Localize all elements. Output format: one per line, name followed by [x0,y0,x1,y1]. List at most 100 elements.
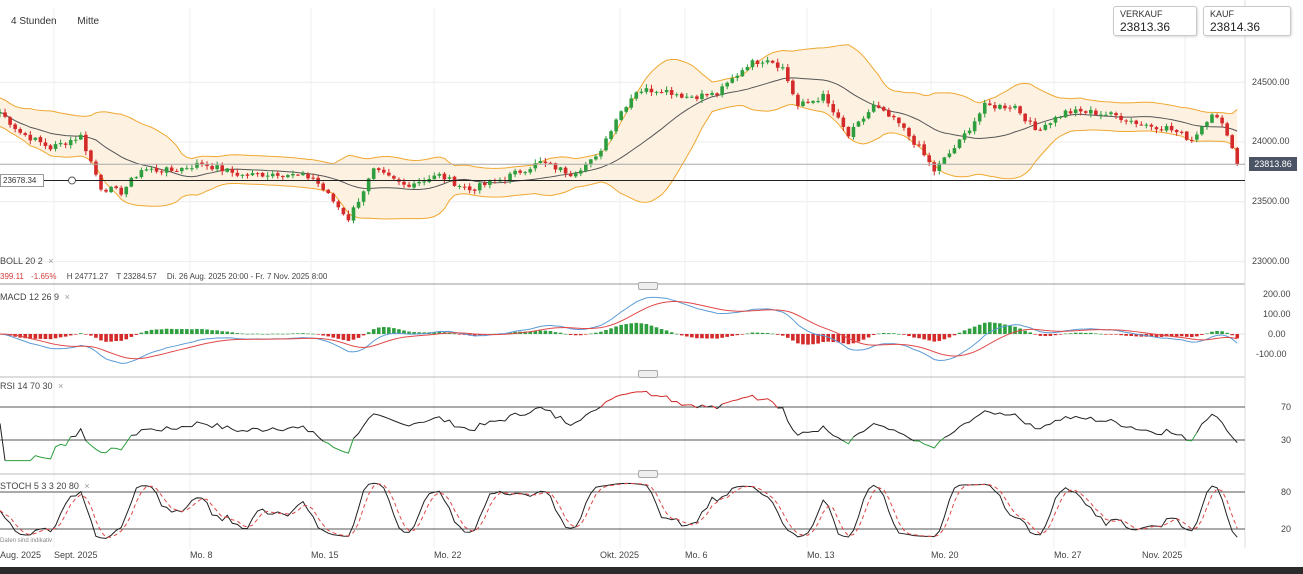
macd-histogram-bar [725,334,729,337]
macd-histogram-bar [180,329,184,334]
buy-quote[interactable]: KAUF 23814.36 [1203,6,1291,36]
candle-body [836,112,841,118]
macd-histogram-bar [1038,334,1043,336]
candle-body [432,175,437,180]
macd-histogram-bar [174,329,179,334]
candle-body [563,167,568,174]
candle-body [548,162,553,164]
candle-body [1154,127,1159,130]
macd-histogram-bar [523,331,527,334]
macd-close-icon[interactable]: × [64,292,70,302]
macd-histogram-bar [94,334,98,338]
candle-body [892,115,896,118]
boll-legend[interactable]: BOLL 20 2 × [0,256,54,266]
macd-histogram-bar [775,334,780,335]
macd-histogram-bar [387,327,391,334]
macd-histogram-bar [659,329,664,334]
panel-resize-handle[interactable] [638,370,658,378]
macd-tick-0: 0.00 [1268,329,1286,339]
candle-body [578,170,583,174]
macd-histogram-bar [553,332,558,334]
macd-tick-100: 100.00 [1263,309,1291,319]
bollinger-middle [0,77,1238,191]
rsi-name: RSI [0,381,16,391]
rsi-line [0,423,6,461]
macd-histogram-bar [846,334,851,345]
x-label: Okt. 2025 [600,550,640,560]
candle-body [821,93,825,101]
macd-histogram-bar [831,334,836,342]
candle-body [1200,126,1204,135]
macd-histogram-bar [437,331,442,334]
stoch-close-icon[interactable]: × [84,481,90,491]
macd-histogram-bar [260,333,265,335]
candle-body [79,134,83,140]
candle-body [1109,112,1113,115]
candle-body [296,174,300,176]
macd-histogram-bar [760,332,765,334]
candle-body [1008,107,1012,109]
macd-histogram-bar [573,334,578,336]
candle-body [3,112,7,117]
candle-body [1124,120,1128,122]
candle-body [912,135,916,145]
macd-histogram-bar [1200,334,1204,335]
rsi-legend[interactable]: RSI 14 70 30 × [0,381,63,391]
macd-histogram-bar [1018,328,1022,334]
stoch-legend[interactable]: STOCH 5 3 3 20 80 × [0,481,96,491]
candle-body [1078,108,1083,112]
macd-histogram-bar [139,332,144,334]
macd-histogram-bar [917,334,921,339]
macd-signal-line [0,300,1238,360]
candle-body [760,62,765,64]
macd-histogram-bar [48,334,53,340]
rsi-line [716,403,723,410]
boll-close-icon[interactable]: × [48,256,54,266]
stoch-tick-80: 80 [1281,487,1292,497]
macd-histogram-bar [1154,334,1159,337]
macd-histogram-bar [412,332,416,334]
candle-body [321,183,325,190]
candle-body [483,182,487,186]
candle-body [614,119,618,132]
panel-resize-handle[interactable] [638,470,658,478]
macd-histogram-bar [922,334,926,340]
candle-body [937,163,942,172]
rsi-close-icon[interactable]: × [58,381,64,391]
timeframe-label[interactable]: 4 Stunden [11,16,57,27]
macd-histogram-bar [33,334,38,339]
price-mode-label[interactable]: Mitte [77,16,100,27]
candle-body [1184,131,1189,140]
candle-body [993,105,997,109]
candle-body [780,67,785,69]
rsi-line [701,404,708,408]
rsi-line [353,406,602,439]
candle-body [129,177,134,187]
macd-histogram-bar [275,333,280,335]
macd-legend[interactable]: MACD 12 26 9 × [0,292,70,302]
macd-histogram-bar [957,332,962,334]
date-range: Di. 26 Aug. 2025 20:00 - Fr. 7 Nov. 2025… [166,272,328,281]
macd-histogram-bar [654,327,659,334]
panel-resize-handle[interactable] [638,282,658,290]
macd-histogram-bar [134,334,139,335]
candle-body [654,91,659,93]
macd-histogram-bar [457,334,462,335]
macd-histogram-bar [346,334,351,341]
macd-histogram-bar [1169,334,1174,337]
horizontal-line-tag[interactable]: 23678.34 [0,174,44,187]
candle-body [1174,130,1179,133]
sell-quote[interactable]: VERKAUF 23813.36 [1113,6,1197,36]
macd-histogram-bar [144,331,149,334]
macd-histogram-bar [765,333,770,334]
candle-body [48,145,53,150]
macd-histogram-bar [664,330,669,334]
macd-histogram-bar [674,333,679,335]
candle-body [174,170,179,172]
macd-histogram-bar [871,334,876,335]
x-label: Mo. 15 [311,550,339,560]
macd-histogram-bar [341,334,346,340]
macd-histogram-bar [972,326,977,334]
macd-histogram-bar [533,330,538,334]
